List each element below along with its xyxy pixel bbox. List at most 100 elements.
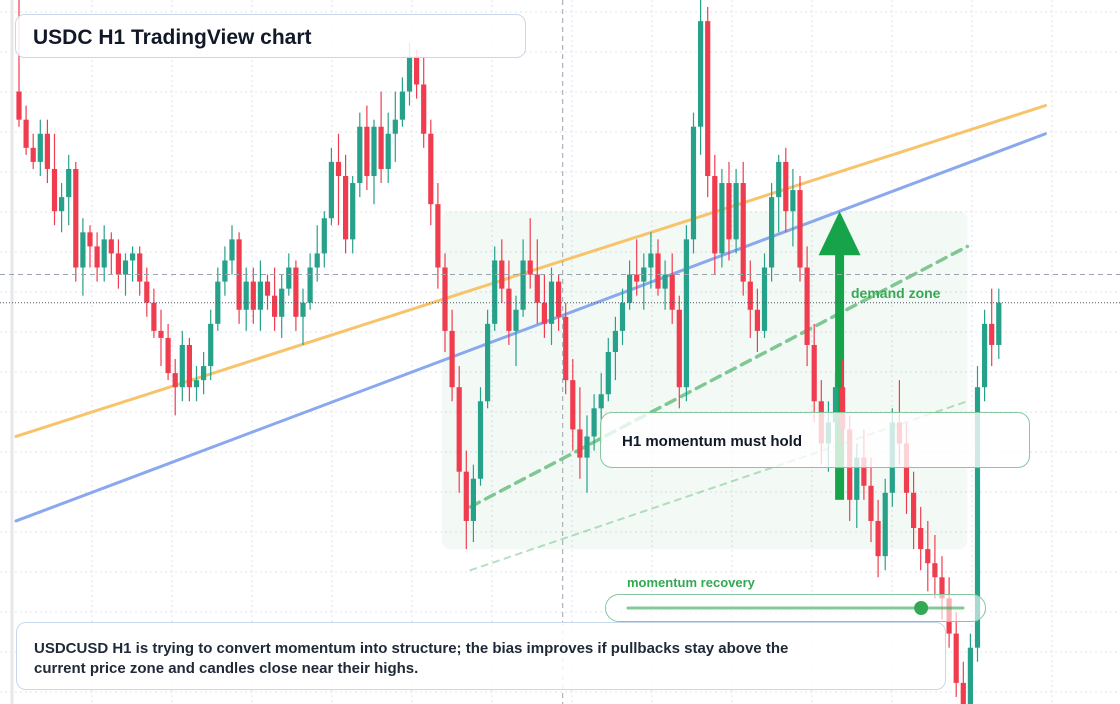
- candle-down: [726, 161, 732, 261]
- candle-down: [137, 246, 143, 296]
- candle-down: [783, 147, 789, 233]
- candle-body: [222, 260, 228, 282]
- candle-down: [172, 359, 178, 416]
- candle-down: [960, 661, 966, 704]
- candle-body: [783, 161, 789, 212]
- demand-arrow-head-icon: [818, 211, 861, 256]
- candle-body: [747, 281, 753, 310]
- candle-down: [747, 260, 753, 338]
- candle-down: [918, 506, 924, 571]
- candle-down: [364, 105, 370, 191]
- candle-up: [477, 387, 484, 486]
- candle-body: [80, 232, 86, 268]
- candle-body: [30, 147, 36, 162]
- candle-down: [499, 239, 505, 303]
- candle-up: [399, 77, 405, 127]
- candle-body: [527, 260, 533, 275]
- candle-body: [499, 260, 505, 289]
- candle-body: [371, 126, 377, 176]
- candle-body: [286, 267, 292, 289]
- candle-body: [357, 126, 363, 184]
- chart-title: USDC H1 TradingView chart: [33, 26, 312, 49]
- candle-body: [556, 281, 562, 317]
- momentum-callout: H1 momentum must hold: [600, 412, 1030, 468]
- candle-body: [648, 253, 654, 268]
- candle-body: [300, 302, 306, 317]
- candles[interactable]: [16, 0, 1002, 704]
- candle-down: [868, 457, 874, 543]
- candle-body: [59, 197, 65, 212]
- candle-body: [364, 126, 370, 176]
- candle-body: [761, 267, 768, 331]
- candle-body: [51, 168, 58, 212]
- candle-up: [790, 168, 796, 247]
- candle-down: [428, 119, 434, 226]
- candle-up: [385, 112, 391, 184]
- candle-down: [456, 366, 462, 493]
- candle-down: [449, 309, 455, 402]
- candle-down: [108, 232, 114, 275]
- candle-body: [903, 443, 910, 493]
- candle-down: [811, 323, 817, 423]
- candle-down: [293, 260, 299, 331]
- candle-body: [719, 183, 725, 254]
- candle-down: [44, 119, 50, 184]
- candle-up: [619, 288, 626, 345]
- candle-up: [690, 112, 697, 254]
- candle-body: [705, 21, 711, 177]
- candle-down: [87, 225, 93, 268]
- candle-body: [712, 176, 718, 254]
- candle-body: [243, 281, 249, 310]
- candle-body: [669, 274, 675, 310]
- candle-body: [989, 323, 995, 345]
- candle-down: [541, 274, 547, 338]
- candle-down: [577, 387, 583, 479]
- candle-down: [272, 267, 278, 331]
- candle-body: [115, 253, 121, 275]
- candle-body: [335, 161, 342, 176]
- candle-up: [776, 154, 782, 233]
- candle-up: [662, 260, 668, 310]
- candle-up: [229, 225, 235, 275]
- candle-body: [570, 380, 576, 430]
- candle-down: [911, 471, 917, 550]
- candle-body: [428, 133, 434, 205]
- candle-up: [101, 225, 107, 282]
- candle-down: [676, 295, 682, 409]
- candle-down: [144, 267, 150, 317]
- candle-body: [193, 380, 200, 388]
- candle-up: [513, 295, 519, 367]
- candle-up: [392, 91, 398, 162]
- candle-body: [925, 549, 931, 564]
- candle-body: [811, 344, 817, 402]
- candle-up: [300, 288, 306, 345]
- candle-down: [378, 91, 384, 184]
- candle-body: [314, 253, 320, 268]
- candle-body: [996, 302, 1002, 345]
- candle-down: [23, 105, 29, 155]
- candle-body: [960, 682, 966, 704]
- candle-body: [321, 218, 327, 254]
- candle-down: [712, 154, 718, 275]
- candle-body: [683, 239, 689, 388]
- candle-body: [350, 183, 356, 240]
- candle-up: [328, 147, 334, 226]
- candle-body: [861, 457, 867, 486]
- analysis-note: USDCUSD H1 is trying to convert momentum…: [34, 640, 789, 677]
- candle-body: [399, 91, 405, 120]
- candle-up: [80, 218, 86, 296]
- candle-up: [279, 274, 285, 338]
- candle-up: [350, 176, 356, 254]
- candle-body: [37, 133, 43, 162]
- candle-down: [534, 239, 540, 324]
- candle-body: [769, 197, 775, 268]
- candle-body: [201, 366, 207, 381]
- momentum-meter-track: [626, 601, 965, 615]
- candle-down: [754, 288, 760, 352]
- candle-down: [669, 253, 675, 324]
- candle-down: [236, 232, 242, 324]
- candle-body: [662, 274, 668, 289]
- candle-body: [385, 133, 391, 169]
- candle-body: [598, 394, 604, 409]
